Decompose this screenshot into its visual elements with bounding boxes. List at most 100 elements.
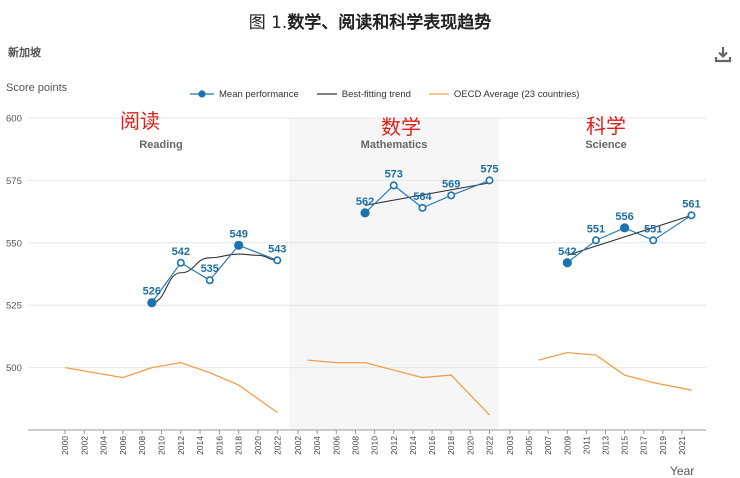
science-data-label: 556 — [615, 211, 633, 223]
x-tick-label: 2020 — [253, 436, 263, 455]
x-tick-label: 2013 — [601, 436, 611, 455]
mathematics-oecd-line — [307, 359, 490, 416]
science-panel-label: Science — [585, 139, 627, 151]
reading-mean-point — [176, 258, 185, 267]
mathematics-data-label: 562 — [356, 196, 374, 208]
mathematics-mean-point — [485, 176, 494, 185]
science-data-label: 551 — [644, 223, 662, 235]
x-tick-label: 2011 — [581, 436, 591, 455]
x-tick-label: 2016 — [214, 436, 224, 455]
mathematics-panel-background — [289, 118, 499, 430]
science-mean-point — [591, 236, 600, 245]
y-tick-label: 500 — [6, 363, 22, 374]
x-tick-label: 2005 — [524, 436, 534, 455]
x-tick-label: 2018 — [446, 436, 456, 455]
x-tick-label: 2014 — [408, 436, 418, 455]
mathematics-data-label: 564 — [413, 191, 432, 203]
title-prefix: 图 1. — [248, 13, 288, 33]
x-tick-label: 2017 — [639, 436, 649, 455]
mathematics-panel-label: Mathematics — [361, 139, 428, 151]
reading-trend-line — [151, 253, 278, 304]
science-mean-point — [687, 211, 696, 220]
x-tick-label: 2021 — [677, 436, 687, 455]
y-tick-label: 575 — [6, 176, 22, 187]
y-tick-label: 525 — [6, 301, 22, 312]
title-main: 数学、阅读和科学表现趋势 — [287, 13, 492, 33]
x-tick-label: 2004 — [312, 436, 322, 455]
x-tick-label: 2004 — [99, 436, 109, 455]
x-tick-label: 2012 — [176, 436, 186, 455]
reading-mean-point — [273, 256, 282, 265]
x-tick-label: 2022 — [485, 436, 495, 455]
reading-mean-point — [234, 240, 244, 250]
x-tick-label: 2006 — [331, 436, 341, 455]
reading-data-label: 535 — [201, 263, 219, 275]
x-tick-label: 2008 — [350, 436, 360, 455]
x-axis-label: Year — [670, 464, 695, 478]
x-tick-label: 2010 — [157, 436, 167, 455]
mathematics-mean-point — [447, 191, 456, 200]
mathematics-mean-point — [389, 181, 398, 190]
reading-cn-label: 阅读 — [120, 109, 160, 133]
y-tick-label: 550 — [6, 238, 22, 249]
science-data-label: 561 — [682, 198, 700, 210]
x-tick-label: 2015 — [620, 436, 630, 455]
legend-item-oecd[interactable]: OECD Average (23 countries) — [428, 88, 580, 100]
science-data-label: 551 — [587, 223, 605, 235]
science-oecd-line — [538, 351, 692, 391]
science-mean-point — [649, 236, 658, 245]
y-axis-label: Score points — [6, 82, 68, 94]
x-tick-label: 2019 — [658, 436, 668, 455]
x-tick-label: 2012 — [389, 436, 399, 455]
mathematics-cn-label: 数学 — [381, 115, 421, 139]
legend-trend-label: Best-fitting trend — [341, 88, 411, 100]
mathematics-mean-point — [360, 208, 370, 218]
download-button[interactable] — [713, 44, 733, 64]
legend-item-mean[interactable]: Mean performance — [190, 89, 299, 100]
x-tick-label: 2022 — [272, 436, 282, 455]
x-tick-label: 2014 — [195, 436, 205, 455]
x-tick-label: 2002 — [79, 436, 89, 455]
mathematics-data-label: 575 — [480, 163, 498, 175]
legend-mean-label: Mean performance — [219, 88, 299, 100]
reading-mean-point — [205, 276, 214, 285]
reading-oecd-line — [64, 361, 278, 414]
mathematics-mean-point — [418, 203, 427, 212]
science-cn-label: 科学 — [586, 114, 626, 138]
x-tick-label: 2009 — [562, 436, 572, 455]
x-tick-label: 2010 — [370, 436, 380, 455]
science-mean-point — [619, 223, 630, 233]
x-tick-label: 2016 — [427, 436, 437, 455]
reading-data-label: 526 — [143, 286, 161, 298]
chart-title: 图 1.数学、阅读和科学表现趋势 — [0, 8, 740, 33]
science-data-label: 542 — [558, 246, 576, 258]
mathematics-trend-line — [364, 182, 490, 206]
x-tick-label: 2000 — [60, 436, 70, 455]
reading-panel-label: Reading — [139, 139, 182, 151]
mathematics-data-label: 569 — [442, 178, 460, 190]
y-tick-label: 600 — [6, 114, 22, 125]
x-tick-label: 2020 — [465, 436, 475, 455]
x-tick-label: 2008 — [137, 436, 147, 455]
legend-item-trend[interactable]: Best-fitting trend — [316, 88, 411, 100]
reading-data-label: 549 — [230, 228, 248, 240]
legend-mean-marker — [190, 90, 214, 98]
x-tick-label: 2006 — [118, 436, 128, 455]
download-icon — [714, 47, 732, 63]
reading-mean-point — [147, 298, 157, 308]
x-tick-label: 2002 — [293, 436, 303, 455]
mathematics-data-label: 573 — [385, 168, 403, 180]
country-label: 新加坡 — [8, 46, 41, 59]
science-trend-line — [567, 214, 692, 256]
science-mean-point — [562, 258, 572, 268]
legend-trend-marker — [316, 93, 337, 95]
x-tick-label: 2018 — [234, 436, 244, 455]
legend-oecd-marker — [428, 93, 449, 95]
reading-data-label: 543 — [268, 243, 286, 255]
x-tick-label: 2007 — [543, 436, 553, 455]
x-tick-label: 2003 — [505, 436, 515, 455]
legend-oecd-label: OECD Average (23 countries) — [453, 88, 580, 100]
reading-data-label: 542 — [172, 246, 190, 258]
legend: Mean performance Best-fitting trend OECD… — [190, 87, 579, 101]
